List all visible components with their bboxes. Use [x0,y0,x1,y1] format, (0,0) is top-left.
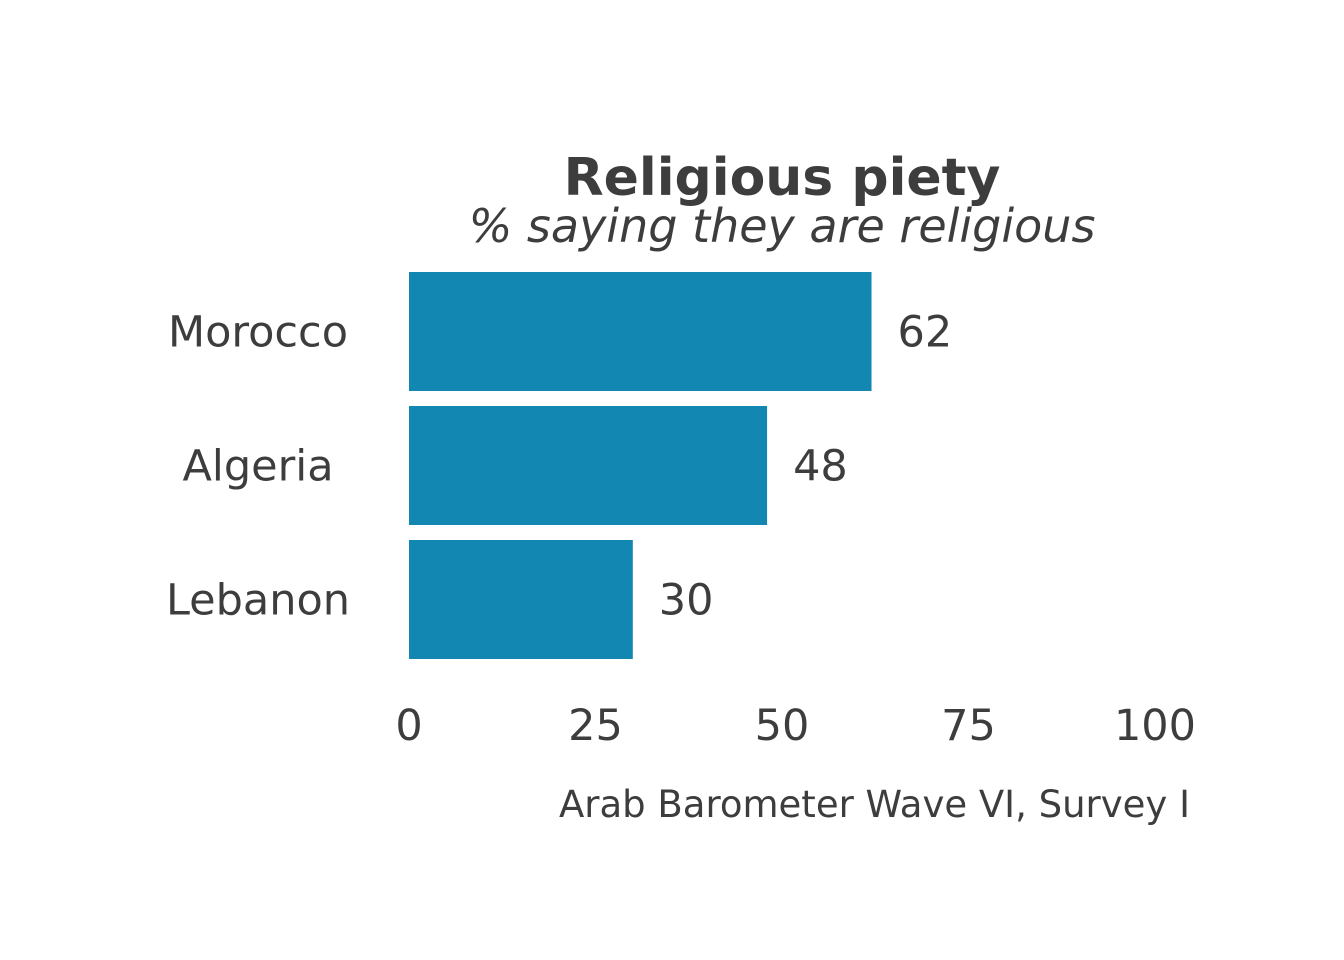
bar-morocco [409,272,872,391]
x-tick-label: 50 [755,701,810,751]
x-axis-ticks: 0 25 50 75 100 [395,701,1196,751]
chart-subtitle: % saying they are religious [469,199,1096,253]
x-tick-label: 100 [1114,701,1196,751]
x-tick-label: 25 [568,701,623,751]
category-labels: Morocco Algeria Lebanon [166,308,350,626]
bar-lebanon [409,540,633,659]
category-label-algeria: Algeria [182,442,333,492]
x-tick-label: 0 [395,701,422,751]
bars-group [409,272,872,659]
value-label-morocco: 62 [898,308,953,358]
x-tick-label: 75 [941,701,996,751]
value-label-algeria: 48 [793,442,848,492]
value-label-lebanon: 30 [659,576,714,626]
value-labels: 62 48 30 [659,308,952,626]
chart-title: Religious piety [564,148,1001,208]
bar-algeria [409,406,768,525]
category-label-morocco: Morocco [168,308,348,358]
category-label-lebanon: Lebanon [166,576,350,626]
chart-caption: Arab Barometer Wave VI, Survey I [559,783,1190,826]
